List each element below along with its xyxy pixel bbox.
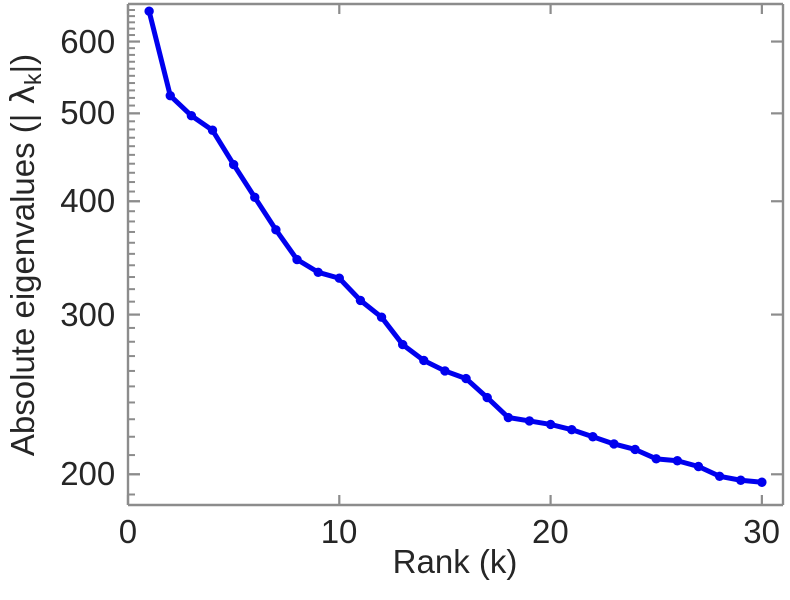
data-point [334, 273, 344, 283]
data-point [186, 111, 197, 121]
y-axis-label-text: Absolute eigenvalues (| λk|) [3, 54, 46, 456]
data-point [503, 412, 514, 423]
data-point [736, 475, 746, 485]
data-point [524, 416, 535, 426]
data-point [461, 373, 471, 384]
data-point [714, 471, 725, 481]
data-point [609, 439, 619, 449]
plot-background [128, 4, 783, 505]
data-point [207, 125, 218, 135]
x-axis-label: Rank (k) [393, 543, 518, 580]
x-tick-label: 10 [320, 513, 358, 550]
data-point [440, 366, 450, 376]
data-point [545, 419, 556, 430]
data-point [757, 477, 767, 487]
y-tick-label: 200 [60, 455, 116, 493]
data-point [292, 254, 302, 265]
lambda-symbol: λ [3, 85, 42, 105]
data-point [250, 192, 260, 203]
data-point [651, 454, 661, 464]
data-point [419, 355, 429, 366]
data-point [376, 312, 387, 322]
data-point [482, 392, 492, 403]
lambda-subscript: k [20, 73, 46, 85]
y-label-prefix: Absolute eigenvalues (| [4, 104, 41, 456]
data-point [271, 225, 281, 235]
data-point [588, 432, 598, 442]
data-point [567, 424, 577, 435]
y-label-suffix: |) [4, 54, 41, 74]
data-point [165, 90, 175, 101]
data-point [397, 339, 408, 350]
data-point [693, 461, 704, 472]
y-tick-label: 600 [60, 22, 116, 60]
data-point [228, 159, 239, 170]
data-point [355, 295, 366, 306]
data-point [313, 267, 323, 277]
y-tick-label: 300 [60, 295, 116, 333]
data-point [630, 444, 640, 455]
x-tick-label: 20 [531, 513, 569, 550]
y-axis-minor-ticks [128, 9, 140, 496]
eigenvalue-markers [144, 6, 767, 487]
y-axis-label: Absolute eigenvalues (| λk|) [3, 54, 46, 456]
x-tick-label: 0 [118, 513, 138, 550]
y-tick-label: 400 [60, 182, 116, 220]
data-point [672, 456, 683, 466]
data-point [144, 6, 154, 16]
x-tick-label: 30 [743, 513, 780, 550]
y-tick-label: 500 [60, 94, 116, 132]
x-axis-ticks [126, 4, 763, 505]
